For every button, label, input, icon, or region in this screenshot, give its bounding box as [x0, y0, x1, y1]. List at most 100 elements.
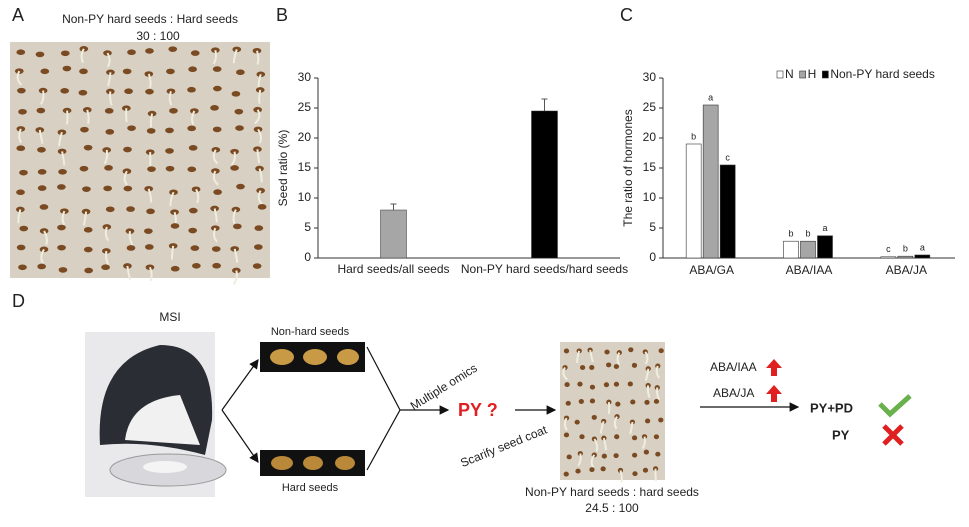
seed [40, 204, 49, 210]
seed [630, 400, 635, 405]
y-tick-label: 30 [298, 70, 312, 84]
seed [566, 401, 571, 406]
significance-letter: a [920, 242, 925, 252]
seed [124, 88, 133, 94]
seed [38, 169, 47, 175]
seed [145, 89, 154, 95]
seed [644, 450, 649, 455]
sprout [259, 90, 260, 104]
seed [564, 432, 569, 437]
seed [604, 350, 609, 355]
panel-label: A [12, 5, 24, 25]
y-tick-label: 20 [643, 130, 657, 144]
seed [145, 244, 154, 250]
y-tick-label: 25 [298, 100, 312, 114]
seed [632, 435, 637, 440]
seed [19, 170, 28, 176]
seed [192, 263, 201, 269]
seed [655, 452, 660, 457]
error-bar [391, 204, 397, 210]
y-tick-label: 0 [649, 250, 656, 264]
seed [658, 418, 663, 423]
x-tick-label: Hard seeds/all seeds [337, 262, 449, 276]
legend-swatch [777, 71, 783, 78]
seed [189, 208, 198, 214]
bar [818, 236, 833, 258]
seed [18, 109, 27, 115]
bar [881, 257, 896, 258]
seed [632, 453, 637, 458]
seed [654, 434, 659, 439]
seed [254, 244, 263, 250]
panel-label: C [620, 5, 633, 25]
seed [16, 49, 25, 55]
sprout [67, 111, 68, 125]
bar [784, 241, 799, 258]
seed [602, 454, 607, 459]
bar [915, 255, 930, 258]
seed [57, 245, 66, 251]
treatment-label: Scarify seed coat [458, 422, 549, 470]
sprout [609, 402, 610, 414]
significance-letter: b [788, 229, 793, 239]
seed [564, 349, 569, 354]
seed [236, 69, 245, 75]
x-tick-label: ABA/IAA [786, 263, 833, 277]
seed [82, 186, 91, 192]
seed [614, 364, 619, 369]
seed [144, 228, 153, 234]
significance-letter: a [708, 92, 713, 102]
x-tick-label: Non-PY hard seeds/hard seeds [461, 262, 628, 276]
seed [212, 263, 221, 269]
seed [580, 365, 585, 370]
seed [165, 148, 174, 154]
seed [187, 87, 196, 93]
seed [232, 91, 241, 97]
y-tick-label: 10 [643, 190, 657, 204]
seed [258, 204, 267, 210]
significance-letter: c [886, 244, 891, 254]
seed [84, 268, 93, 274]
x-tick-label: ABA/GA [689, 263, 734, 277]
significance-letter: b [691, 131, 696, 141]
seed [124, 186, 133, 192]
seed [213, 66, 222, 72]
seed [169, 108, 178, 114]
seed [213, 189, 222, 195]
seed [37, 108, 46, 114]
y-tick-label: 5 [649, 220, 656, 234]
seed [16, 189, 25, 195]
seed [191, 245, 200, 251]
seed [58, 169, 67, 175]
seed [171, 266, 180, 272]
result-title: Non-PY hard seeds : hard seeds [525, 485, 699, 499]
seed [80, 166, 89, 172]
seed [659, 348, 664, 353]
seed [601, 466, 606, 471]
seed [645, 418, 650, 423]
bar [898, 256, 913, 258]
seed [123, 69, 132, 75]
seed [60, 88, 69, 94]
seed [37, 264, 46, 270]
legend-swatch [822, 71, 828, 78]
seed [61, 50, 70, 56]
seed [168, 46, 177, 52]
y-tick-label: 5 [304, 220, 311, 234]
seed [643, 468, 648, 473]
seed [632, 471, 637, 476]
seed [145, 48, 154, 54]
seed [236, 184, 245, 190]
y-axis-label: Seed ratio (%) [276, 130, 290, 207]
seed [84, 247, 93, 253]
seed [579, 399, 584, 404]
seed [57, 225, 66, 231]
seed [564, 382, 569, 387]
seed [590, 398, 595, 403]
seed [17, 245, 26, 251]
seed [233, 224, 242, 230]
seed [189, 145, 198, 151]
photo-bg [560, 342, 665, 480]
seed [127, 125, 136, 131]
seed [127, 245, 136, 251]
